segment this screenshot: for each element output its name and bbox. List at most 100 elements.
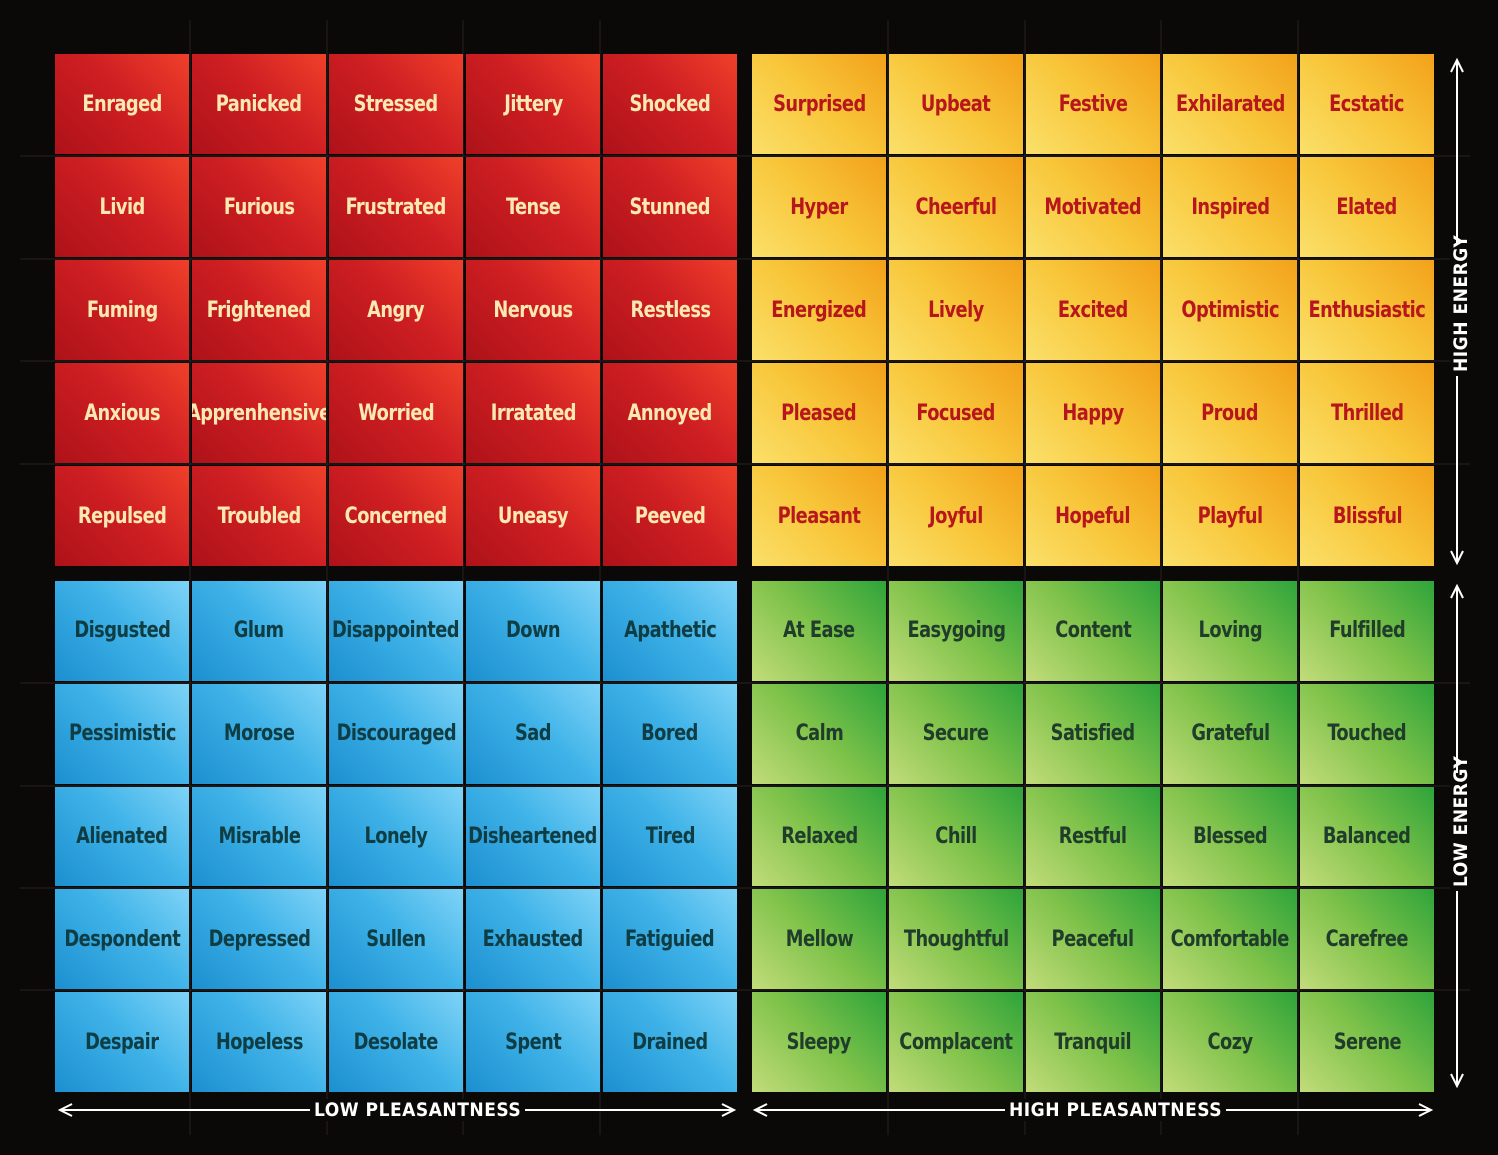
emotion-label: Stressed [354, 91, 438, 117]
emotion-label: Disgusted [73, 618, 171, 644]
emotion-cell: Sad [466, 683, 600, 784]
emotion-label: Fulfilled [1329, 618, 1406, 644]
emotion-cell: Repulsed [55, 466, 189, 566]
emotion-cell: Drained [603, 992, 737, 1092]
emotion-cell: Panicked [192, 54, 326, 154]
emotion-cell: Blissful [1300, 466, 1434, 566]
emotion-label: Repulsed [77, 503, 167, 529]
emotion-cell: Excited [1026, 260, 1160, 360]
emotion-cell: Sullen [329, 889, 463, 990]
emotion-label: Lonely [364, 823, 428, 849]
emotion-label: Motivated [1044, 194, 1142, 220]
emotion-label: Pleased [781, 400, 857, 426]
emotion-cell: Serene [1300, 992, 1434, 1092]
emotion-label: Elated [1336, 194, 1398, 220]
emotion-label: Enraged [82, 91, 162, 117]
emotion-cell: Restful [1026, 786, 1160, 887]
emotion-label: Peeved [634, 503, 706, 529]
emotion-label: Restful [1059, 823, 1127, 849]
emotion-cell: Comfortable [1163, 889, 1297, 990]
emotion-cell: Hopeless [192, 992, 326, 1092]
emotion-label: Irratated [490, 400, 576, 426]
emotion-cell: Depressed [192, 889, 326, 990]
emotion-cell: Relaxed [752, 786, 886, 887]
emotion-label: Stunned [629, 194, 711, 220]
emotion-cell: Exhausted [466, 889, 600, 990]
emotion-label: Proud [1201, 400, 1259, 426]
emotion-label: Despondent [64, 926, 180, 952]
emotion-label: Alienated [76, 823, 168, 849]
emotion-label: Tense [505, 194, 561, 220]
emotion-cell: Disgusted [55, 581, 189, 681]
emotion-label: Misrable [218, 823, 300, 849]
emotion-label: Chill [935, 823, 977, 849]
emotion-cell: Pleasant [752, 466, 886, 566]
emotion-cell: Mellow [752, 889, 886, 990]
emotion-cell: Exhilarated [1163, 54, 1297, 154]
emotion-cell: Fatiguied [603, 889, 737, 990]
emotion-cell: At Ease [752, 581, 886, 681]
emotion-label: Thrilled [1330, 400, 1404, 426]
emotion-cell: Down [466, 581, 600, 681]
emotion-cell: Frightened [192, 260, 326, 360]
emotion-label: At Ease [783, 618, 855, 644]
emotion-label: Carefree [1325, 926, 1409, 952]
emotion-label: Joyful [929, 503, 983, 529]
emotion-label: Easygoing [906, 618, 1006, 644]
emotion-cell: Frustrated [329, 157, 463, 257]
emotion-cell: Enthusiastic [1300, 260, 1434, 360]
emotion-cell: Spent [466, 992, 600, 1092]
emotion-label: Hopeless [215, 1029, 303, 1055]
emotion-label: Satisfied [1051, 721, 1135, 747]
emotion-label: Disheartened [468, 823, 598, 849]
emotion-cell: Glum [192, 581, 326, 681]
emotion-cell: Satisfied [1026, 683, 1160, 784]
emotion-label: Energized [771, 297, 867, 323]
emotion-label: Fuming [86, 297, 158, 323]
high-energy-label: HIGH ENERGY [1450, 235, 1472, 376]
emotion-label: Serene [1333, 1029, 1401, 1055]
emotion-label: Grateful [1190, 721, 1270, 747]
emotion-cell: Jittery [466, 54, 600, 154]
emotion-cell: Restless [603, 260, 737, 360]
emotion-label: Nervous [493, 297, 573, 323]
emotion-label: Peaceful [1051, 926, 1135, 952]
emotion-label: Cheerful [915, 194, 997, 220]
emotion-cell: Apprenhensive [192, 363, 326, 463]
emotion-label: Upbeat [921, 91, 991, 117]
emotion-cell: Grateful [1163, 683, 1297, 784]
emotion-cell: Peaceful [1026, 889, 1160, 990]
emotion-label: Enthusiastic [1308, 297, 1426, 323]
emotion-label: Drained [632, 1029, 708, 1055]
emotion-label: Hopeful [1055, 503, 1131, 529]
emotion-cell: Annoyed [603, 363, 737, 463]
emotion-label: Complacent [899, 1029, 1013, 1055]
emotion-cell: Misrable [192, 786, 326, 887]
emotion-cell: Tranquil [1026, 992, 1160, 1092]
emotion-label: Ecstatic [1329, 91, 1405, 117]
emotion-label: Depressed [208, 926, 310, 952]
emotion-cell: Stressed [329, 54, 463, 154]
emotion-cell: Nervous [466, 260, 600, 360]
emotion-label: Tired [645, 823, 695, 849]
emotion-cell: Uneasy [466, 466, 600, 566]
emotion-cell: Desolate [329, 992, 463, 1092]
emotion-cell: Bored [603, 683, 737, 784]
emotion-label: Exhausted [482, 926, 584, 952]
emotion-label: Bored [641, 721, 699, 747]
emotion-label: Apprenhensive [192, 400, 326, 426]
emotion-cell: Disappointed [329, 581, 463, 681]
emotion-cell: Apathetic [603, 581, 737, 681]
emotion-cell: Happy [1026, 363, 1160, 463]
emotion-cell: Optimistic [1163, 260, 1297, 360]
quadrant-low-energy-low-pleasantness: Disgusted Glum Disappointed Down Apathetic Pe… [55, 581, 737, 1092]
emotion-label: Balanced [1323, 823, 1411, 849]
emotion-label: Optimistic [1181, 297, 1279, 323]
emotion-cell: Cheerful [889, 157, 1023, 257]
emotion-cell: Tense [466, 157, 600, 257]
emotion-cell: Joyful [889, 466, 1023, 566]
emotion-cell: Playful [1163, 466, 1297, 566]
emotion-label: Thoughtful [903, 926, 1009, 952]
emotion-label: Blessed [1192, 823, 1268, 849]
emotion-cell: Discouraged [329, 683, 463, 784]
